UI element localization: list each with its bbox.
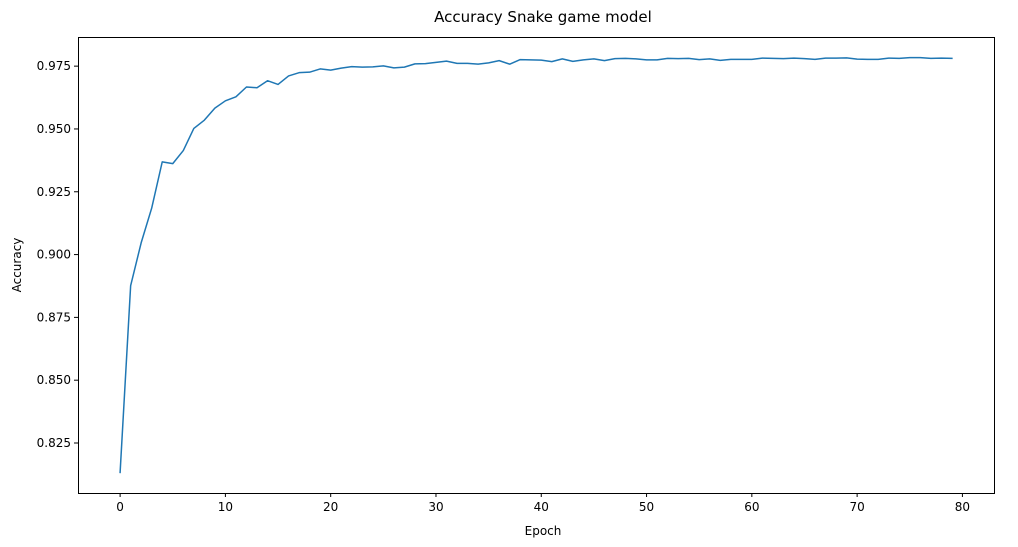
series-line [119,56,953,474]
y-tick-label: 0.950 [37,122,71,136]
y-axis-ticks: 0.825 0.850 0.875 0.900 0.925 0.950 0.975 [37,59,78,450]
y-tick-label: 0.975 [37,59,71,73]
series-group [119,56,953,474]
x-tick-label: 60 [744,500,759,514]
x-tick-label: 10 [218,500,233,514]
y-tick-label: 0.925 [37,185,71,199]
x-tick-label: 30 [428,500,443,514]
chart-title: Accuracy Snake game model [434,8,652,26]
x-tick-label: 80 [955,500,970,514]
y-tick-label: 0.825 [37,436,71,450]
plot-frame [78,37,995,494]
y-tick-label: 0.875 [37,310,71,324]
y-tick-label: 0.850 [37,373,71,387]
plot-area [78,37,995,494]
y-tick-label: 0.900 [37,248,71,262]
x-axis-label: Epoch [525,524,562,538]
x-tick-label: 0 [116,500,124,514]
x-tick-label: 20 [323,500,338,514]
x-tick-label: 70 [849,500,864,514]
x-tick-label: 50 [639,500,654,514]
y-axis-label: Accuracy [10,238,24,293]
x-tick-label: 40 [534,500,549,514]
x-axis-ticks: 0 10 20 30 40 50 60 70 80 [116,493,970,514]
